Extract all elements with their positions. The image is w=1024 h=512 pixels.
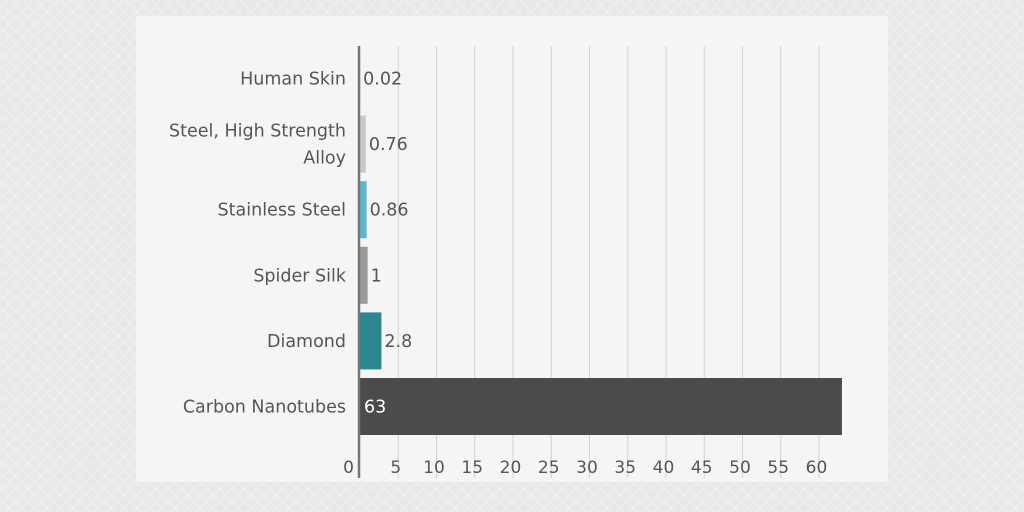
x-tick-label: 50 bbox=[729, 458, 751, 478]
bar-chart: Human Skin Steel, High Strength Alloy Stain… bbox=[169, 46, 842, 478]
data-label: 2.8 bbox=[384, 332, 412, 352]
data-label: 1 bbox=[371, 266, 382, 286]
x-tick-label: 20 bbox=[500, 458, 522, 478]
bar bbox=[360, 115, 366, 173]
x-tick-labels: 0 5 10 15 20 25 30 35 40 45 50 55 60 bbox=[343, 458, 827, 478]
bars bbox=[360, 50, 842, 435]
x-tick-label: 35 bbox=[614, 458, 636, 478]
x-tick-label: 30 bbox=[576, 458, 598, 478]
bar bbox=[360, 181, 367, 239]
x-tick-label: 60 bbox=[806, 458, 828, 478]
bar bbox=[360, 312, 382, 370]
data-label: 63 bbox=[364, 398, 386, 418]
data-labels: 0.02 0.76 0.86 1 2.8 63 bbox=[363, 70, 412, 418]
data-label: 0.02 bbox=[363, 70, 402, 90]
data-label: 0.76 bbox=[369, 135, 408, 155]
bar bbox=[360, 378, 842, 435]
category-label: Diamond bbox=[267, 332, 346, 352]
x-tick-label: 40 bbox=[653, 458, 675, 478]
x-tick-label: 45 bbox=[691, 458, 713, 478]
x-tick-label: 0 bbox=[343, 458, 354, 478]
category-label: Steel, High Strength bbox=[169, 122, 346, 142]
category-label: Human Skin bbox=[240, 70, 346, 90]
x-tick-label: 25 bbox=[538, 458, 560, 478]
bar bbox=[360, 246, 368, 304]
x-tick-label: 15 bbox=[461, 458, 483, 478]
category-label: Alloy bbox=[303, 149, 346, 169]
x-tick-label: 55 bbox=[767, 458, 789, 478]
chart-card: Human Skin Steel, High Strength Alloy Stain… bbox=[136, 16, 888, 482]
x-tick-label: 10 bbox=[423, 458, 445, 478]
category-label: Stainless Steel bbox=[218, 201, 346, 221]
x-tick-label: 5 bbox=[390, 458, 401, 478]
category-labels: Human Skin Steel, High Strength Alloy Stain… bbox=[169, 70, 347, 418]
category-label: Spider Silk bbox=[253, 266, 347, 286]
data-label: 0.86 bbox=[370, 201, 409, 221]
category-label: Carbon Nanotubes bbox=[183, 398, 346, 418]
